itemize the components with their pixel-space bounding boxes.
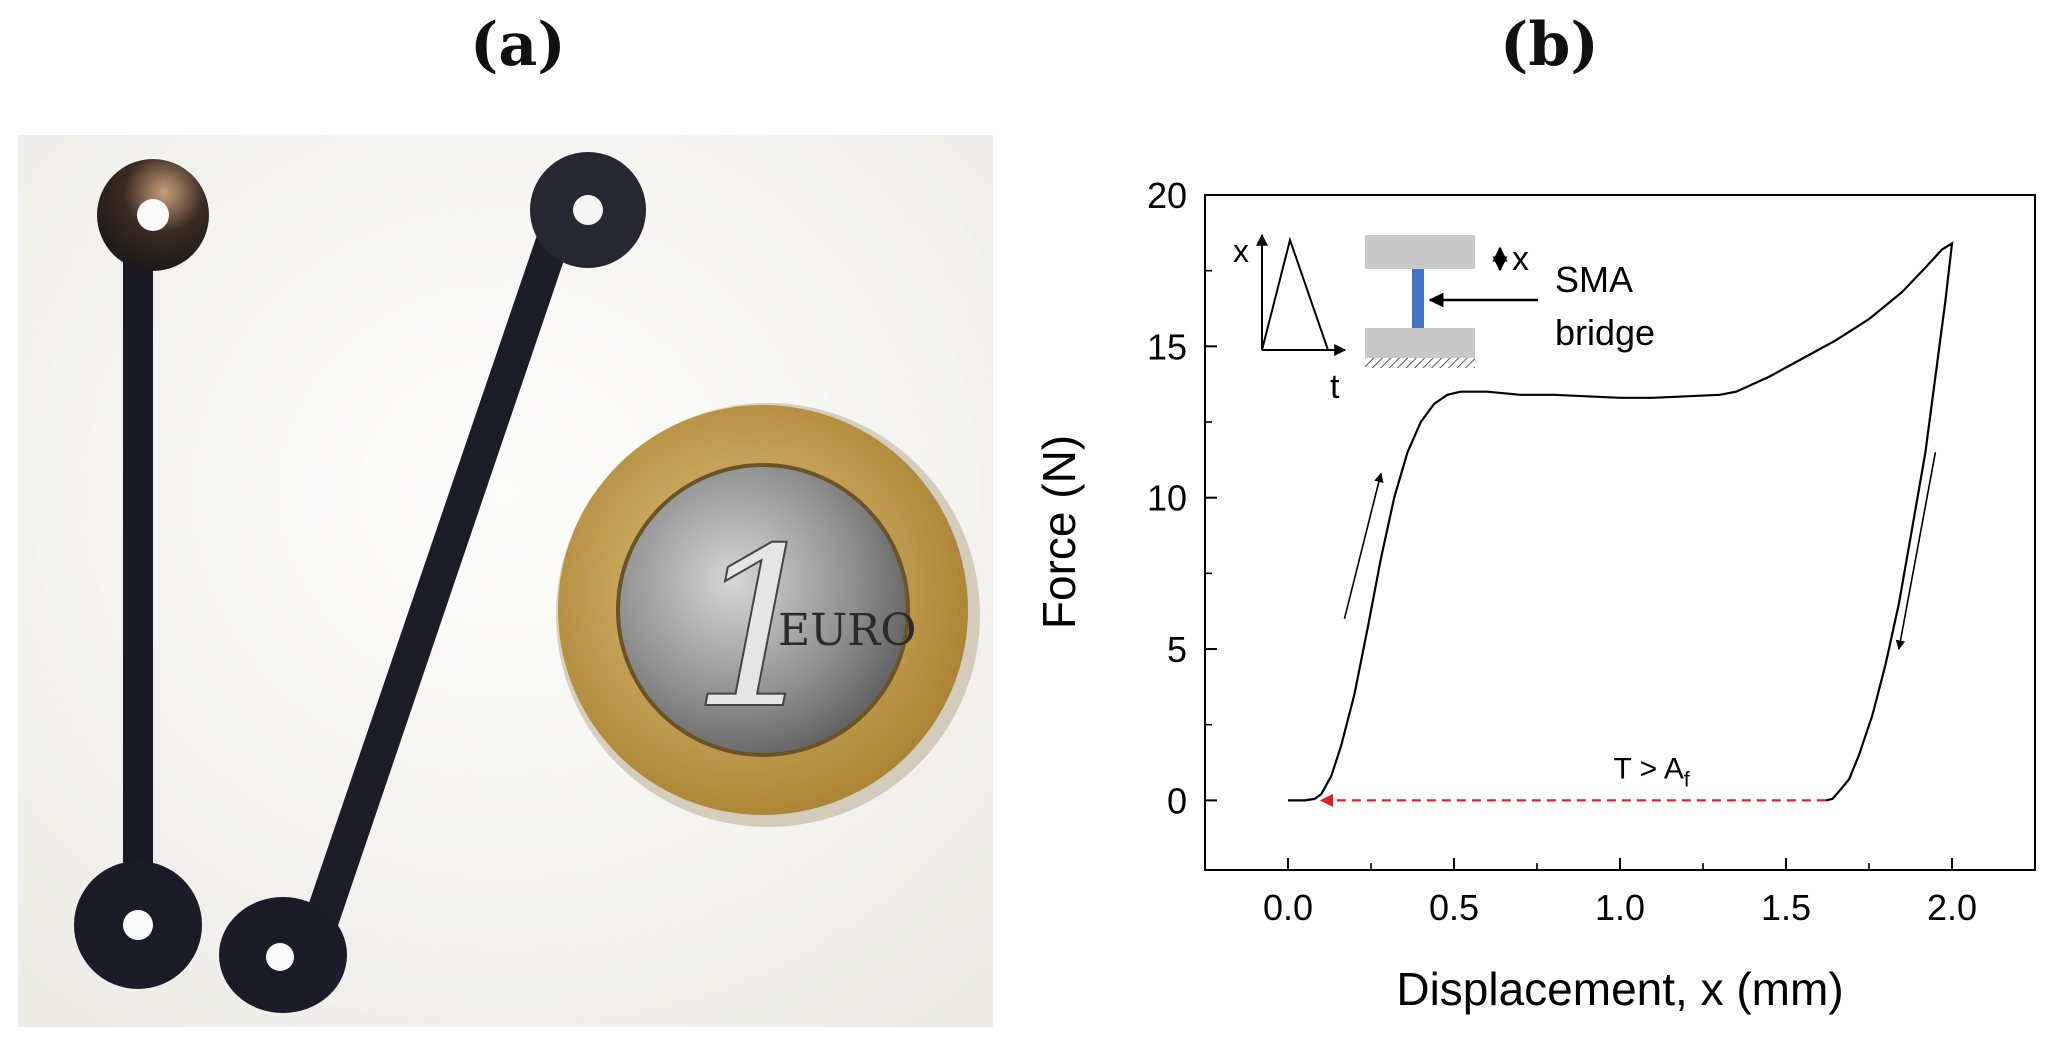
y-tick-label: 0 xyxy=(1167,780,1187,821)
y-tick-label: 10 xyxy=(1147,478,1187,519)
temperature-annotation: T > Af xyxy=(1614,752,1690,791)
test-schematic-inset: x t x SMA bridge xyxy=(1233,233,1655,406)
x-axis-ticks: 0.0 0.5 1.0 1.5 2.0 xyxy=(1263,858,2036,928)
photo-illustration: 1 EURO xyxy=(18,135,993,1027)
plot-frame xyxy=(1204,194,2036,871)
y-tick-label: 5 xyxy=(1167,629,1187,670)
panel-label-a: (a) xyxy=(470,10,566,80)
x-tick-label: 0.5 xyxy=(1429,887,1479,928)
bridge-label-line2: bridge xyxy=(1555,312,1655,353)
y-tick-label: 15 xyxy=(1147,326,1187,367)
force-displacement-curve xyxy=(1288,241,1954,802)
y-axis-label: Force (N) xyxy=(1033,435,1085,629)
x-tick-label: 1.0 xyxy=(1595,887,1645,928)
lower-clamp xyxy=(1365,328,1475,358)
y-tick-label: 20 xyxy=(1147,175,1187,216)
unloading-direction-arrow xyxy=(1895,452,1937,650)
sma-strip-right xyxy=(219,152,646,1013)
euro-coin: 1 EURO xyxy=(556,403,980,827)
inset-x-label: x xyxy=(1233,233,1249,269)
x-axis-label: Displacement, x (mm) xyxy=(1396,963,1843,1015)
bridge-label-line1: SMA xyxy=(1555,259,1633,300)
coin-euro-text: EURO xyxy=(778,605,916,656)
x-tick-label: 2.0 xyxy=(1927,887,1977,928)
inset-triangle-waveform xyxy=(1261,236,1329,351)
coin-numeral: 1 xyxy=(690,501,830,757)
inset-displacement-label: x xyxy=(1512,240,1529,278)
inset-t-label: t xyxy=(1330,368,1340,406)
upper-clamp xyxy=(1365,235,1475,269)
x-tick-label: 1.5 xyxy=(1761,887,1811,928)
x-tick-label: 0.0 xyxy=(1263,887,1313,928)
loading-direction-arrow xyxy=(1343,472,1384,619)
y-axis-ticks: 0 5 10 15 20 xyxy=(1147,175,1217,821)
panel-label-b: (b) xyxy=(1500,10,1599,80)
ground-hatch xyxy=(1365,358,1475,368)
sma-bridge-photo: 1 EURO xyxy=(18,135,993,1027)
sma-bridge-bar xyxy=(1412,269,1424,328)
sma-strip-left xyxy=(74,159,209,989)
